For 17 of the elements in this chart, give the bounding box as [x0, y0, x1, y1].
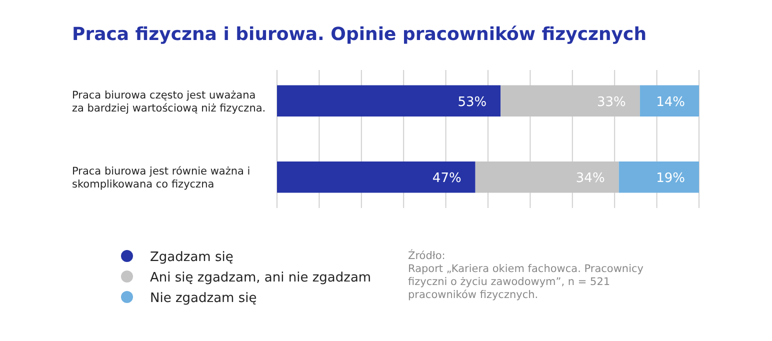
text: Źródło: Raport „Kariera okiem fachowca. Pracownicy fizyczni o życiu zawodowym”, n = 521 pracowników fizycznych. — [408, 249, 644, 301]
bar — [618, 161, 699, 193]
legend-label: Ani się zgadzam, ani nie zgadzam — [150, 270, 372, 286]
chart-title: Praca fizyczna i biurowa. Opinie pracowników fizycznych — [72, 24, 647, 45]
data-label: 19% — [656, 171, 685, 186]
data-label: 47% — [432, 171, 462, 186]
y-tick-label: Praca biurowa jest równie ważna i skomplikowana co fizyczna — [72, 166, 250, 191]
bar — [640, 85, 699, 117]
data-label: 53% — [458, 94, 487, 110]
data-label: 14% — [656, 94, 685, 110]
legend-label: Nie zgadzam się — [150, 291, 257, 306]
data-label: 34% — [576, 171, 605, 186]
bar — [277, 85, 501, 117]
bar — [277, 161, 476, 193]
legend-label: Zgadzam się — [150, 250, 234, 265]
data-label: 33% — [597, 94, 626, 110]
y-tick-label: Praca biurowa często jest uważana za bardziej wartościową niż fizyczna. — [72, 89, 266, 114]
